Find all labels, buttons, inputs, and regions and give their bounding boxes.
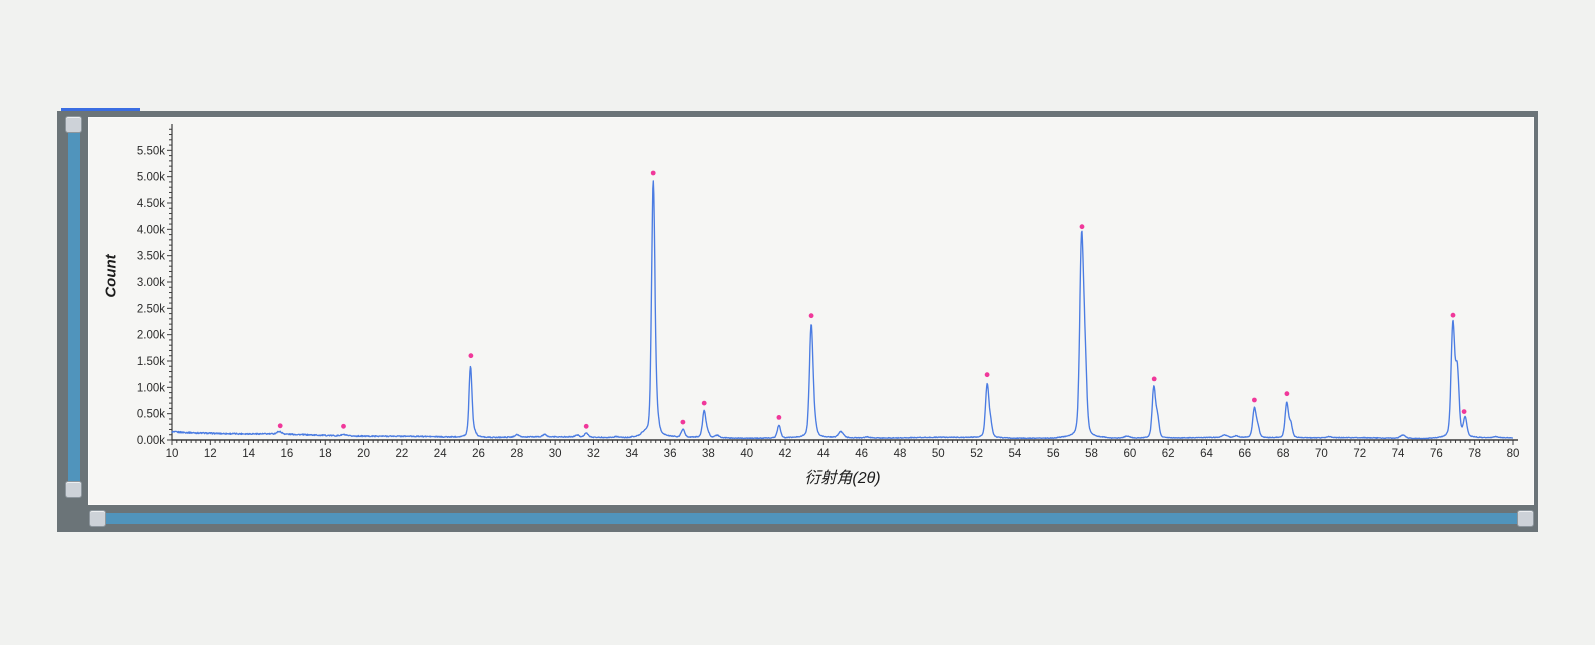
horizontal-range-scrollbar[interactable] (89, 509, 1534, 529)
y-tick-label: 3.50k (137, 251, 165, 263)
x-tick-label: 78 (1468, 448, 1481, 460)
x-tick-label: 46 (855, 448, 868, 460)
peak-marker (1151, 376, 1157, 382)
x-tick-label: 12 (204, 448, 217, 460)
x-tick-label: 74 (1392, 448, 1405, 460)
x-tick-label: 26 (472, 448, 485, 460)
x-tick-label: 32 (587, 448, 600, 460)
x-tick-label: 68 (1277, 448, 1290, 460)
x-tick-label: 54 (1009, 448, 1022, 460)
peak-marker (341, 423, 346, 429)
x-tick-label: 48 (894, 448, 907, 460)
y-tick-label: 0.00k (137, 435, 165, 447)
h-scrollbar-right-handle[interactable] (1517, 510, 1534, 527)
y-tick-label: 3.00k (137, 277, 165, 289)
v-scrollbar-track[interactable] (68, 130, 80, 485)
h-scrollbar-left-handle[interactable] (89, 510, 106, 527)
x-tick-label: 44 (817, 448, 830, 460)
x-tick-label: 56 (1047, 448, 1060, 460)
peak-marker (1079, 224, 1085, 230)
y-tick-label: 2.00k (137, 330, 165, 342)
h-scrollbar-track[interactable] (104, 513, 1519, 524)
peak-marker (468, 353, 474, 359)
x-tick-label: 16 (281, 448, 294, 460)
peak-marker (1284, 391, 1290, 397)
active-tab-indicator (61, 108, 140, 112)
vertical-range-scrollbar[interactable] (65, 114, 83, 504)
x-tick-label: 36 (664, 448, 677, 460)
x-tick-label: 76 (1430, 448, 1443, 460)
xrd-trace (171, 180, 1514, 440)
peak-marker (583, 423, 589, 429)
x-tick-label: 22 (395, 448, 408, 460)
peak-marker (1252, 397, 1257, 403)
y-axis-title: Count (102, 254, 120, 298)
y-tick-label: 0.50k (137, 409, 165, 421)
y-tick-label: 5.50k (137, 145, 165, 157)
x-tick-label: 80 (1507, 448, 1520, 460)
x-tick-label: 24 (434, 448, 447, 460)
x-tick-label: 70 (1315, 448, 1328, 460)
x-tick-label: 20 (357, 448, 370, 460)
y-tick-label: 2.50k (137, 303, 165, 315)
peak-marker (701, 400, 707, 406)
x-tick-label: 52 (970, 448, 983, 460)
x-tick-label: 50 (932, 448, 945, 460)
x-tick-label: 10 (166, 448, 179, 460)
x-tick-label: 64 (1200, 448, 1213, 460)
x-tick-label: 58 (1085, 448, 1098, 460)
peak-marker (277, 423, 283, 429)
peak-marker (1450, 312, 1456, 318)
x-tick-label: 28 (510, 448, 523, 460)
x-tick-label: 38 (702, 448, 715, 460)
x-tick-label: 30 (549, 448, 562, 460)
x-axis-title: 衍射角(2θ) (804, 470, 881, 487)
x-tick-label: 18 (319, 448, 332, 460)
x-tick-label: 72 (1353, 448, 1366, 460)
v-scrollbar-bottom-handle[interactable] (65, 481, 82, 498)
x-tick-label: 14 (242, 448, 255, 460)
peak-marker (650, 170, 656, 176)
peak-marker (776, 415, 782, 420)
v-scrollbar-top-handle[interactable] (65, 116, 82, 133)
x-tick-label: 34 (625, 448, 638, 460)
y-tick-label: 4.50k (137, 198, 165, 210)
x-tick-label: 60 (1123, 448, 1136, 460)
plot-panel: 10 12 14 16 18 20 22 24 26 28 30 32 34 36 38 40 42 44 46 48… (88, 117, 1534, 505)
y-tick-label: 5.00k (137, 172, 165, 184)
x-tick-label: 62 (1162, 448, 1175, 460)
peak-marker (808, 313, 814, 319)
x-tick-label: 66 (1238, 448, 1251, 460)
xrd-chart: 10 12 14 16 18 20 22 24 26 28 30 32 34 36 38 40 42 44 46 48… (137, 124, 1520, 460)
y-tick-label: 1.00k (137, 382, 165, 394)
x-tick-label: 42 (779, 448, 792, 460)
peak-marker (984, 372, 990, 378)
y-tick-label: 4.00k (137, 224, 165, 236)
y-tick-label: 1.50k (137, 356, 165, 368)
x-tick-label: 40 (740, 448, 753, 460)
chart-frame: 10 12 14 16 18 20 22 24 26 28 30 32 34 36 38 40 42 44 46 48… (57, 111, 1538, 532)
peak-marker (1461, 409, 1467, 414)
peak-marker (680, 419, 686, 425)
